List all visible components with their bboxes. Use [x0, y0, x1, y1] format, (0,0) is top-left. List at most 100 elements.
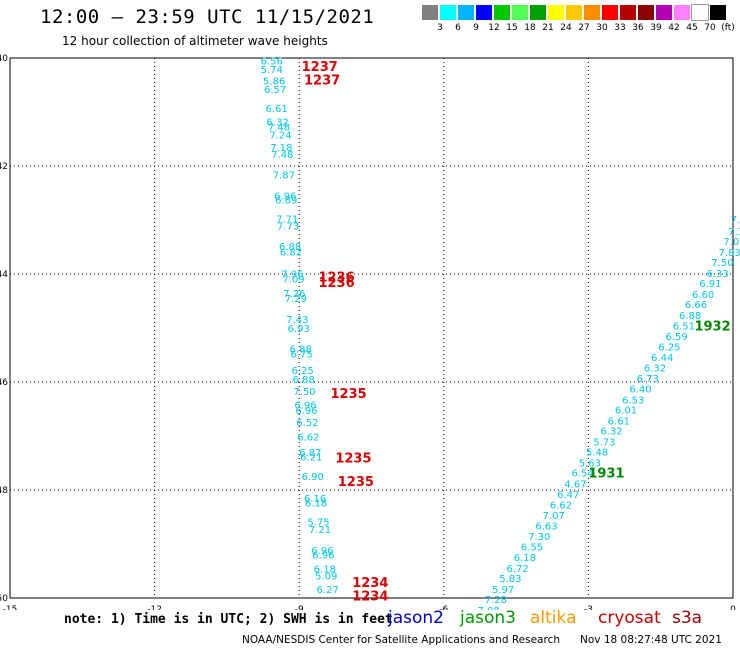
- wave-height-label: 7.50: [293, 387, 315, 398]
- wave-height-label: 6.62: [297, 433, 319, 444]
- wave-height-label: 7.48: [268, 123, 290, 134]
- chart-title: 12:00 – 23:59 UTC 11/15/2021: [40, 6, 375, 28]
- wave-height-label: 6.60: [692, 290, 714, 301]
- colorbar-swatch: [602, 5, 618, 20]
- colorbar-tick-label: 15: [506, 23, 518, 33]
- wave-height-label: 6.96: [312, 550, 334, 561]
- pass-time-label: 1931: [588, 467, 624, 482]
- y-tick-label: -44: [0, 270, 8, 280]
- pass-time-label: 1235: [338, 475, 374, 490]
- note-text: note: 1) Time is in UTC; 2) SWH is in fe…: [64, 612, 393, 627]
- wave-height-label: 6.62: [550, 501, 572, 512]
- wave-height-label: 6.66: [685, 300, 707, 311]
- wave-height-label: 7.18: [270, 143, 292, 154]
- pass-time-label: 1237: [304, 74, 340, 89]
- x-tick-label: -6: [439, 605, 448, 610]
- x-tick-label: -15: [3, 605, 18, 610]
- wave-height-label: 6.18: [305, 498, 327, 509]
- wave-height-label: 6.51: [673, 321, 695, 332]
- wave-height-label: 7.96: [281, 269, 303, 280]
- wave-height-plot: -40-42-44-46-48-50-15-12-9-6-306.565.745…: [0, 54, 740, 610]
- y-tick-label: -46: [0, 378, 8, 388]
- wave-height-label: 6.72: [506, 564, 528, 575]
- wave-height-label: 6.18: [514, 553, 536, 564]
- wave-height-label: 6.44: [651, 353, 673, 364]
- y-tick-label: -40: [0, 54, 8, 64]
- wave-height-label: 7.71: [276, 214, 298, 225]
- footer-timestamp: Nov 18 08:27:48 UTC 2021: [580, 634, 722, 646]
- wave-height-label: 6.88: [679, 311, 701, 322]
- wave-height-label: 6.90: [302, 472, 324, 483]
- colorbar-swatch: [566, 5, 582, 20]
- wave-height-label: 6.91: [699, 279, 721, 290]
- wave-height-label: 6.01: [615, 406, 637, 417]
- x-tick-label: 0: [730, 605, 736, 610]
- wave-height-label: 6.27: [317, 585, 339, 596]
- wave-height-label: 6.96: [295, 406, 317, 417]
- wave-height-label: 7.87: [273, 171, 295, 182]
- pass-time-label: 1235: [331, 387, 367, 402]
- wave-height-label: 7.3: [728, 227, 740, 238]
- wave-height-label: 6.88: [292, 375, 314, 386]
- colorbar-swatch: [422, 5, 438, 20]
- wave-height-label: 5.86: [263, 77, 285, 88]
- wave-height-label: 6.25: [658, 342, 680, 353]
- colorbar-tick-label: 70: [704, 23, 716, 33]
- colorbar-tick-label: 6: [455, 23, 461, 33]
- colorbar-swatch: [440, 5, 456, 20]
- wave-height-label: 6.53: [622, 395, 644, 406]
- wave-height-label: 6.82: [280, 247, 302, 258]
- wave-height-label: 6.96: [294, 401, 316, 412]
- wave-height-label: 7.24: [269, 131, 291, 142]
- colorbar-tick-label: 45: [686, 23, 698, 33]
- wave-height-label: 6.18: [314, 564, 336, 575]
- colorbar-tick-label: 9: [473, 23, 479, 33]
- colorbar-tick-label: 27: [578, 23, 590, 33]
- colorbar-swatch: [548, 5, 564, 20]
- x-tick-label: -3: [584, 605, 593, 610]
- wave-height-label: 6.57: [264, 85, 286, 96]
- pass-time-label: 1237: [302, 60, 338, 75]
- colorbar-swatch: [494, 5, 510, 20]
- pass-time-label: 1234: [352, 589, 388, 604]
- wave-height-label: 5.83: [499, 574, 521, 585]
- colorbar-tick-label: 24: [560, 23, 572, 33]
- wave-height-label: 7.28: [485, 595, 507, 606]
- colorbar-tick-label: (ft): [721, 23, 735, 33]
- chart-subtitle: 12 hour collection of altimeter wave hei…: [62, 34, 328, 48]
- wave-height-label: 6.40: [629, 384, 651, 395]
- colorbar-tick-label: 12: [488, 23, 500, 33]
- pass-time-label: 1236: [318, 271, 354, 286]
- y-tick-label: -50: [0, 594, 8, 604]
- wave-height-label: 7.50: [711, 258, 733, 269]
- wave-height-label: 6.61: [608, 416, 630, 427]
- wave-height-label: 5.63: [579, 458, 601, 469]
- wave-height-label: 6.61: [265, 104, 287, 115]
- wave-height-label: 7.26: [283, 289, 305, 300]
- plot-frame: [9, 57, 734, 599]
- satellite-legend-jason3: jason3: [460, 608, 516, 628]
- wave-height-label: 7.07: [543, 511, 565, 522]
- wave-height-label: 6.33: [706, 269, 728, 280]
- satellite-legend-s3a: s3a: [672, 608, 703, 628]
- wave-height-label: 6.93: [288, 324, 310, 335]
- wave-height-label: 6.87: [299, 448, 321, 459]
- wave-height-label: 6.56: [261, 57, 283, 68]
- wave-height-label: 6.52: [296, 418, 318, 429]
- wave-height-label: 7.29: [285, 294, 307, 305]
- satellite-legend-jason2: jason2: [388, 608, 444, 628]
- colorbar-swatch: [674, 5, 690, 20]
- wave-height-label: 6.63: [535, 522, 557, 533]
- colorbar-swatch: [710, 5, 726, 20]
- wave-height-label: 7.09: [282, 274, 304, 285]
- wave-height-label: 6.88: [290, 345, 312, 356]
- y-tick-label: -42: [0, 162, 8, 172]
- wave-height-label: 6.21: [300, 453, 322, 464]
- wave-height-label: 6.75: [291, 349, 313, 360]
- wave-height-label: 7.73: [277, 221, 299, 232]
- wave-height-label: 5.48: [586, 448, 608, 459]
- wave-height-label: 7.48: [271, 150, 293, 161]
- colorbar-swatch: [691, 4, 709, 21]
- wave-height-label: 7.02: [723, 237, 740, 248]
- footer-credit: NOAA/NESDIS Center for Satellite Applica…: [242, 634, 560, 646]
